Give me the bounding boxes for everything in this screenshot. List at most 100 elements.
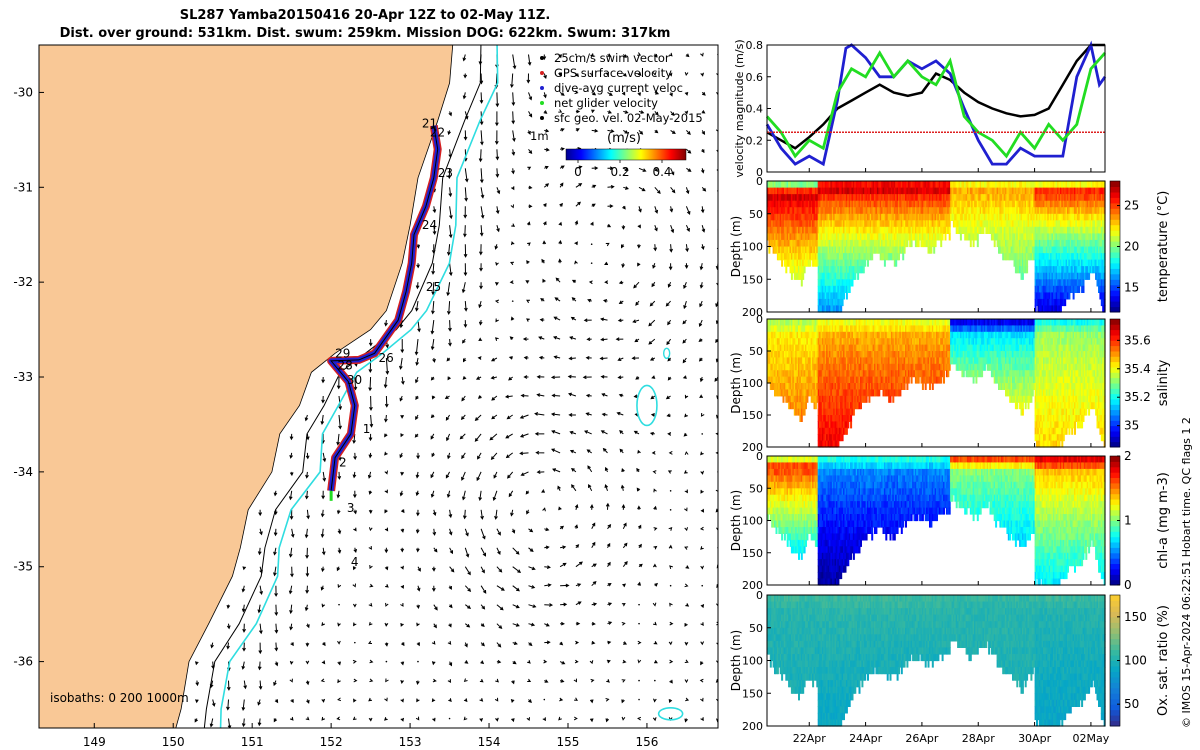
vector-arrow xyxy=(479,92,484,104)
vector-arrow xyxy=(527,166,532,171)
vector-arrow xyxy=(543,698,546,701)
vector-arrow xyxy=(600,430,608,435)
vector-arrow xyxy=(528,111,533,118)
vector-arrow xyxy=(369,414,374,428)
vector-arrow xyxy=(415,357,419,366)
y-tick-label: 0.6 xyxy=(746,71,764,84)
vector-arrow xyxy=(490,357,498,362)
heatmap-cell xyxy=(790,272,793,280)
colorbar-tick-label: 25 xyxy=(1124,199,1139,213)
vector-arrow xyxy=(353,376,358,391)
heatmap-cell xyxy=(800,415,803,422)
vector-arrow xyxy=(431,395,436,400)
vector-arrow xyxy=(621,91,626,96)
vector-arrow xyxy=(651,450,656,455)
vector-arrow xyxy=(522,337,529,341)
vector-arrow xyxy=(478,244,483,256)
temperature-ylabel: Depth (m) xyxy=(729,216,743,277)
vector-arrow xyxy=(684,451,689,455)
vector-arrow xyxy=(542,240,547,245)
vector-arrow xyxy=(591,166,599,171)
heatmap-cell xyxy=(848,285,851,293)
vector-arrow xyxy=(384,433,388,438)
heatmap-cell xyxy=(800,279,803,287)
vector-arrow xyxy=(496,187,501,195)
y-tick-label: 150 xyxy=(742,273,763,286)
heatmap-cell xyxy=(1082,285,1085,293)
vector-arrow xyxy=(638,622,640,625)
vector-arrow xyxy=(520,393,529,398)
day-label: 29 xyxy=(335,346,350,360)
vector-arrow xyxy=(509,336,514,340)
vector-arrow xyxy=(551,448,561,454)
vector-arrow xyxy=(590,221,594,226)
vector-arrow xyxy=(508,376,514,381)
vector-arrow xyxy=(701,244,705,251)
vector-arrow xyxy=(490,375,498,380)
vector-arrow xyxy=(665,300,671,307)
legend-entry: sfc geo. vel. 02-May-2015 xyxy=(554,111,703,125)
vector-arrow xyxy=(479,225,484,237)
vector-arrow xyxy=(617,375,624,380)
vector-arrow xyxy=(668,72,673,77)
vector-arrow xyxy=(474,433,482,442)
vector-arrow xyxy=(619,429,624,435)
vector-arrow xyxy=(670,129,676,134)
vector-arrow xyxy=(685,224,690,232)
vector-arrow xyxy=(464,168,469,183)
vector-arrow xyxy=(519,451,529,456)
vector-arrow xyxy=(574,260,578,265)
vector-arrow xyxy=(384,470,388,475)
vector-arrow xyxy=(527,54,532,66)
vector-arrow xyxy=(415,471,420,479)
legend-marker xyxy=(540,116,544,120)
vector-arrow xyxy=(352,471,357,479)
vector-arrow xyxy=(478,320,483,326)
vector-arrow xyxy=(544,147,550,152)
vector-arrow xyxy=(591,91,597,96)
heatmap-cell xyxy=(1068,292,1071,300)
vector-arrow xyxy=(431,301,435,315)
vector-arrow xyxy=(510,204,514,209)
vector-arrow xyxy=(700,72,704,77)
vector-arrow xyxy=(534,431,545,436)
heatmap-cell xyxy=(843,292,845,300)
vector-arrow xyxy=(447,168,452,180)
vector-arrow xyxy=(399,452,403,459)
heatmap-cell xyxy=(781,259,784,267)
y-tick-label: -34 xyxy=(13,465,33,479)
x-tick-label: 151 xyxy=(241,735,264,749)
vector-arrow xyxy=(623,186,629,190)
vector-arrow xyxy=(464,187,468,202)
vector-arrow xyxy=(600,337,608,342)
vector-arrow xyxy=(649,357,656,361)
vector-arrow xyxy=(431,282,436,296)
vector-arrow xyxy=(337,471,342,480)
vector-arrow xyxy=(462,376,467,380)
vector-arrow xyxy=(474,414,482,422)
vector-arrow xyxy=(590,53,594,58)
vector-arrow xyxy=(669,92,673,97)
legend-marker xyxy=(540,86,544,90)
vector-arrow xyxy=(670,168,675,176)
vector-arrow xyxy=(582,375,592,380)
vector-arrow xyxy=(461,282,466,294)
vector-arrow xyxy=(560,147,565,151)
vector-arrow xyxy=(289,471,294,477)
vector-arrow xyxy=(650,413,655,417)
vector-arrow xyxy=(685,206,691,215)
vector-arrow xyxy=(588,280,593,285)
vector-arrow xyxy=(527,242,531,246)
x-tick-label: 150 xyxy=(162,735,185,749)
vector-arrow xyxy=(553,355,561,359)
vector-arrow xyxy=(550,375,561,380)
vector-arrow xyxy=(399,357,403,370)
vector-arrow xyxy=(622,73,627,77)
vector-arrow xyxy=(575,73,579,78)
vector-arrow xyxy=(559,91,565,96)
vector-arrow xyxy=(447,376,451,381)
page-title: SL287 Yamba20150416 20-Apr 12Z to 02-May… xyxy=(179,8,551,23)
heatmap-cell xyxy=(768,246,771,254)
vector-arrow xyxy=(352,433,357,444)
vector-arrow xyxy=(305,452,310,460)
